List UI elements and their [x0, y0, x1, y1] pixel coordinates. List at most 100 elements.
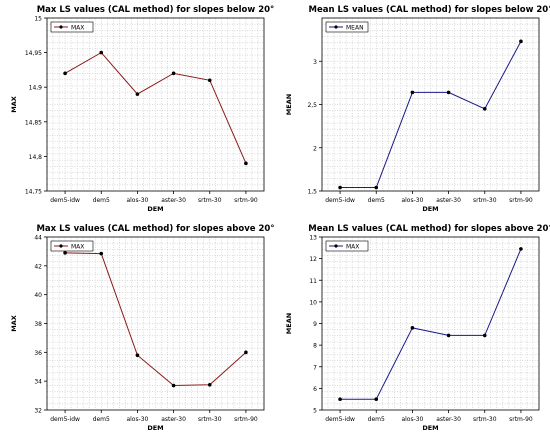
legend: MAX	[50, 21, 94, 33]
grid	[322, 18, 539, 191]
y-tick-label: 11	[309, 278, 317, 285]
grid	[322, 237, 539, 410]
y-tick-label: 2	[313, 145, 317, 152]
y-tick-label: 38	[34, 321, 42, 328]
x-tick-label: dem5-idw	[50, 416, 80, 423]
x-tick-label: alos-30	[401, 197, 423, 204]
chart-title: Max LS values (CAL method) for slopes be…	[37, 5, 275, 15]
y-tick-label: 6	[313, 386, 317, 393]
chart-title: Max LS values (CAL method) for slopes ab…	[36, 224, 274, 234]
y-axis-label: MEAN	[285, 313, 293, 334]
data-point	[338, 397, 342, 401]
y-axis-label: MAX	[10, 315, 18, 332]
legend-box	[325, 240, 369, 252]
data-point	[374, 185, 379, 190]
chart-mean-above: Mean LS values (CAL method) for slopes a…	[285, 224, 550, 432]
y-tick-label: 8	[313, 343, 317, 350]
data-point	[99, 50, 104, 55]
y-tick-label: 14,95	[25, 50, 42, 57]
y-tick-label: 36	[34, 350, 42, 357]
data-point	[338, 185, 342, 190]
x-tick-label: dem5-idw	[50, 197, 80, 204]
data-point	[207, 78, 212, 83]
x-tick-label: dem5-idw	[325, 416, 355, 423]
y-tick-label: 14,9	[29, 85, 43, 92]
x-tick-label: aster-30	[161, 197, 186, 204]
y-tick-label: 14,75	[25, 189, 42, 196]
data-point	[446, 90, 451, 95]
x-tick-label: dem5-idw	[325, 197, 355, 204]
y-axis-label: MAX	[10, 96, 18, 113]
legend-label: MAX	[346, 243, 359, 250]
chart-panel-mean-below: Mean LS values (CAL method) for slopes b…	[275, 0, 550, 218]
x-tick-label: dem5	[368, 416, 385, 423]
x-tick-label: srtm-90	[234, 197, 258, 204]
y-tick-label: 32	[34, 408, 42, 415]
y-tick-label: 34	[34, 379, 42, 386]
chart-panel-max-above: Max LS values (CAL method) for slopes ab…	[0, 219, 275, 437]
chart-mean-below: Mean LS values (CAL method) for slopes b…	[285, 5, 550, 213]
legend-marker	[334, 244, 338, 248]
x-tick-label: srtm-90	[509, 416, 533, 423]
plot-frame	[46, 17, 265, 192]
y-tick-label: 1,5	[307, 189, 317, 196]
data-point	[63, 251, 67, 255]
x-tick-label: srtm-90	[234, 416, 258, 423]
data-point	[410, 326, 415, 330]
legend-label: MAX	[71, 243, 84, 250]
data-point	[99, 251, 104, 256]
x-tick-label: srtm-30	[198, 416, 222, 423]
legend: MEAN	[325, 21, 369, 33]
series-line	[65, 252, 247, 386]
x-tick-label: alos-30	[126, 416, 148, 423]
data-point	[135, 353, 140, 358]
data-point	[374, 397, 379, 401]
chart-max-below: Max LS values (CAL method) for slopes be…	[10, 5, 275, 213]
legend-box	[50, 21, 94, 33]
y-tick-label: 9	[313, 321, 317, 328]
y-tick-label: 2,5	[307, 102, 317, 109]
chart-panel-max-below: Max LS values (CAL method) for slopes be…	[0, 0, 275, 218]
y-tick-label: 5	[313, 408, 317, 415]
legend-box	[50, 240, 94, 252]
y-tick-label: 3	[313, 59, 317, 66]
y-tick-label: 42	[34, 263, 42, 270]
legend-label: MEAN	[346, 24, 364, 31]
y-tick-label: 14,8	[29, 154, 43, 161]
y-tick-label: 10	[309, 299, 317, 306]
y-tick-label: 44	[34, 235, 42, 242]
chart-title: Mean LS values (CAL method) for slopes a…	[308, 224, 550, 234]
y-tick-label: 7	[313, 364, 317, 371]
data-point	[63, 71, 67, 76]
x-tick-label: alos-30	[401, 416, 423, 423]
x-tick-label: dem5	[93, 416, 110, 423]
x-axis-label: DEM	[147, 424, 163, 432]
data-point	[482, 333, 487, 338]
y-tick-label: 15	[34, 16, 42, 23]
legend: MAX	[325, 240, 369, 252]
data-point	[171, 71, 176, 76]
x-tick-label: srtm-30	[473, 416, 497, 423]
legend-box	[325, 21, 369, 33]
legend-marker	[59, 244, 63, 248]
legend-label: MAX	[71, 24, 84, 31]
legend: MAX	[50, 240, 94, 252]
x-tick-label: aster-30	[436, 197, 461, 204]
data-point	[244, 161, 248, 166]
chart-max-above: Max LS values (CAL method) for slopes ab…	[10, 224, 275, 432]
data-point	[519, 247, 523, 251]
data-point	[410, 90, 415, 95]
data-point	[519, 39, 523, 44]
x-tick-label: srtm-90	[509, 197, 533, 204]
x-axis-label: DEM	[422, 205, 438, 213]
grid	[47, 237, 264, 410]
chart-panel-mean-above: Mean LS values (CAL method) for slopes a…	[275, 219, 550, 437]
legend-marker	[59, 25, 63, 29]
x-tick-label: alos-30	[126, 197, 148, 204]
x-axis-label: DEM	[422, 424, 438, 432]
data-point	[135, 92, 140, 96]
legend-marker	[334, 25, 338, 29]
series-line	[64, 51, 247, 164]
x-axis-label: DEM	[147, 205, 163, 213]
data-point	[244, 350, 248, 355]
